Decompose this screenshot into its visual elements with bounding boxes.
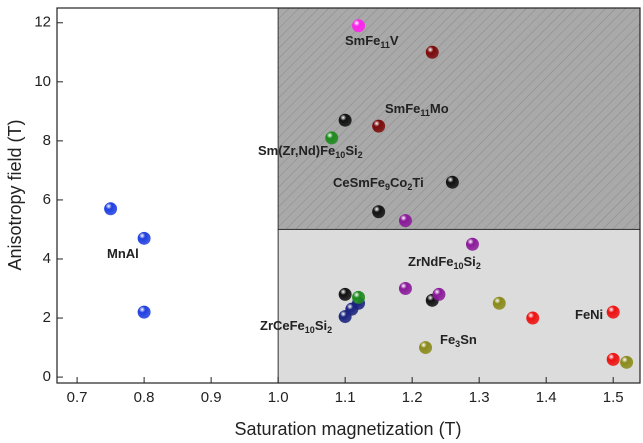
point (398, 282, 412, 296)
point (465, 237, 479, 251)
point (419, 341, 433, 355)
point (432, 287, 446, 301)
annotation-part: 11 (380, 40, 390, 50)
region-hatch (278, 8, 640, 230)
annotation: CeSmFe9Co2Ti (333, 175, 424, 192)
x-axis-title: Saturation magnetization (T) (234, 419, 461, 439)
annotation-part: V (390, 33, 399, 48)
point (352, 290, 366, 304)
point (425, 45, 439, 59)
plot-frame (56, 7, 641, 384)
point (445, 175, 459, 189)
y-tick-label: 6 (43, 191, 51, 208)
point (137, 305, 151, 319)
region (278, 229, 640, 383)
annotation: Sm(Zr,Nd)Fe10Si2 (258, 143, 363, 160)
point (398, 214, 412, 228)
x-tick-label: 1.3 (469, 389, 490, 406)
annotation: ZrCeFe10Si2 (260, 318, 332, 335)
annotation: FeNi (575, 307, 603, 322)
annotation-part: Si (315, 318, 327, 333)
point (606, 305, 620, 319)
annotation-part: 2 (476, 261, 481, 271)
annotation-part: SmFe (345, 33, 380, 48)
annotation-part: 3 (455, 339, 460, 349)
annotation-part: 2 (358, 150, 363, 160)
annotation-part: MnAl (107, 246, 139, 261)
point (338, 287, 352, 301)
annotation-part: Sm(Zr,Nd)Fe (258, 143, 335, 158)
point (620, 355, 634, 369)
point (372, 119, 386, 133)
point (352, 19, 366, 33)
annotation-part: 10 (335, 150, 345, 160)
x-tick-label: 0.9 (201, 389, 222, 406)
point (526, 311, 540, 325)
y-tick-label: 0 (43, 368, 51, 385)
x-tick-label: 1.2 (402, 389, 423, 406)
annotation-part: 10 (305, 325, 315, 335)
y-tick-label: 4 (43, 250, 51, 267)
annotation: Fe3Sn (440, 332, 477, 349)
x-tick-label: 1.1 (335, 389, 356, 406)
y-axis-title: Anisotropy field (T) (5, 119, 25, 270)
x-tick-label: 1.5 (603, 389, 624, 406)
annotation-part: Co (390, 175, 407, 190)
point (325, 131, 339, 145)
annotation-part: Si (464, 254, 476, 269)
x-tick-label: 1.0 (268, 389, 289, 406)
y-tick-label: 10 (34, 73, 51, 90)
annotation: SmFe11Mo (385, 101, 449, 118)
annotation-part: 11 (420, 108, 430, 118)
annotation: MnAl (107, 246, 139, 261)
annotation-part: ZrCeFe (260, 318, 305, 333)
x-tick-label: 1.4 (536, 389, 557, 406)
point (104, 202, 118, 216)
annotation-part: 2 (407, 182, 412, 192)
annotation-part: CeSmFe (333, 175, 385, 190)
annotation: ZrNdFe10Si2 (408, 254, 481, 271)
point (606, 352, 620, 366)
point (492, 296, 506, 310)
annotation-part: 10 (454, 261, 464, 271)
point (338, 113, 352, 127)
annotation-part: FeNi (575, 307, 603, 322)
annotation: SmFe11V (345, 33, 399, 50)
annotation-part: SmFe (385, 101, 420, 116)
annotation-part: Fe (440, 332, 455, 347)
point (137, 231, 151, 245)
point (372, 205, 386, 219)
x-tick-label: 0.8 (134, 389, 155, 406)
y-tick-label: 2 (43, 309, 51, 326)
y-tick-label: 12 (34, 14, 51, 31)
annotation-part: Mo (430, 101, 449, 116)
annotation-part: Sn (460, 332, 477, 347)
annotation-part: ZrNdFe (408, 254, 454, 269)
x-tick-label: 0.7 (67, 389, 88, 406)
y-tick-label: 8 (43, 132, 51, 149)
annotation-part: 9 (385, 182, 390, 192)
annotation-part: Si (345, 143, 357, 158)
annotation-part: 2 (327, 325, 332, 335)
annotation-part: Ti (412, 175, 423, 190)
